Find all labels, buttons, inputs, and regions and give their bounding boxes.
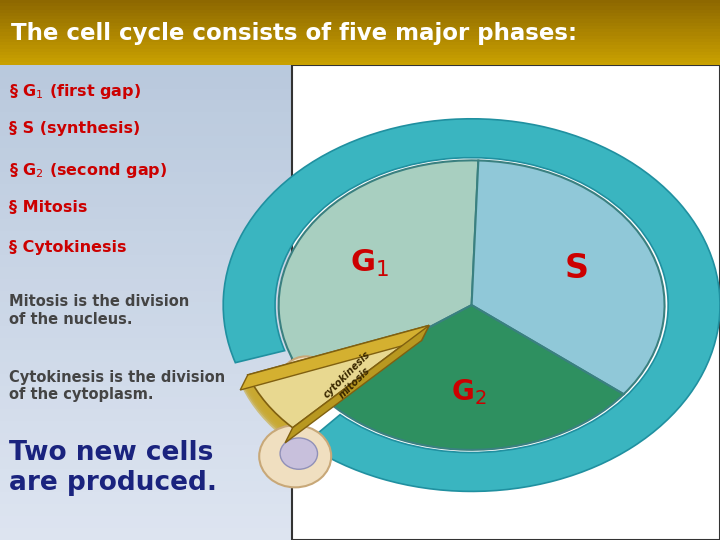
Bar — [0, 124, 292, 136]
Wedge shape — [243, 334, 425, 436]
Text: Two new cells
are produced.: Two new cells are produced. — [9, 440, 217, 496]
Bar — [0, 136, 292, 148]
Text: cytokinesis
mitosis: cytokinesis mitosis — [321, 350, 380, 409]
Bar — [0, 100, 292, 112]
Bar — [0, 291, 292, 302]
Bar — [0, 492, 292, 504]
Bar — [0, 362, 292, 374]
Bar — [0, 36, 720, 39]
Bar — [0, 148, 292, 160]
Bar — [0, 19, 720, 23]
Text: § G$_{2}$ (second gap): § G$_{2}$ (second gap) — [9, 161, 167, 180]
Bar — [0, 231, 292, 243]
Bar — [0, 279, 292, 291]
Bar — [0, 39, 720, 42]
Bar — [0, 184, 292, 195]
Wedge shape — [223, 119, 720, 491]
Bar — [0, 112, 292, 124]
Bar — [0, 374, 292, 386]
Text: § Mitosis: § Mitosis — [9, 200, 87, 215]
Bar — [0, 207, 292, 219]
Bar — [0, 160, 292, 172]
Text: § S (synthesis): § S (synthesis) — [9, 122, 140, 137]
Bar — [0, 409, 292, 421]
Bar — [0, 195, 292, 207]
Bar — [0, 172, 292, 184]
Bar — [0, 10, 720, 13]
Bar — [0, 516, 292, 528]
Bar — [0, 6, 720, 10]
Wedge shape — [243, 336, 424, 438]
Bar — [0, 0, 720, 3]
Text: G$_1$: G$_1$ — [351, 248, 390, 279]
Wedge shape — [244, 332, 426, 435]
Bar — [0, 386, 292, 397]
Bar — [0, 42, 720, 45]
Bar — [0, 243, 292, 255]
Bar — [0, 421, 292, 433]
Bar — [0, 326, 292, 338]
Bar — [0, 13, 720, 16]
Bar — [292, 65, 720, 540]
Bar — [0, 62, 720, 65]
Bar — [0, 302, 292, 314]
Wedge shape — [248, 326, 429, 428]
Bar — [0, 481, 292, 492]
Bar — [0, 445, 292, 457]
Wedge shape — [242, 338, 423, 440]
Bar — [0, 457, 292, 469]
Bar — [0, 32, 720, 36]
Bar — [0, 89, 292, 100]
Bar — [0, 338, 292, 350]
Text: The cell cycle consists of five major phases:: The cell cycle consists of five major ph… — [11, 22, 577, 45]
Bar — [0, 433, 292, 445]
Bar — [0, 49, 720, 52]
Wedge shape — [279, 160, 478, 388]
Wedge shape — [246, 330, 426, 433]
Text: § G$_{1}$ (first gap): § G$_{1}$ (first gap) — [9, 82, 140, 101]
Ellipse shape — [280, 356, 332, 405]
Text: S: S — [564, 252, 588, 285]
Polygon shape — [240, 326, 429, 390]
Bar — [0, 267, 292, 279]
Ellipse shape — [259, 426, 331, 487]
Ellipse shape — [280, 438, 318, 469]
Wedge shape — [246, 329, 428, 431]
Wedge shape — [472, 160, 665, 394]
Bar — [0, 29, 720, 32]
Text: G$_2$: G$_2$ — [451, 377, 486, 407]
Bar — [0, 26, 720, 29]
Wedge shape — [313, 305, 624, 450]
Text: Cytokinesis is the division
of the cytoplasm.: Cytokinesis is the division of the cytop… — [9, 370, 225, 402]
Bar — [0, 23, 720, 26]
Text: § Cytokinesis: § Cytokinesis — [9, 240, 126, 255]
Bar — [0, 52, 720, 55]
Bar — [0, 16, 720, 19]
Bar — [0, 397, 292, 409]
Wedge shape — [247, 327, 428, 429]
Bar — [0, 504, 292, 516]
Bar — [0, 58, 720, 62]
Ellipse shape — [295, 366, 323, 390]
Wedge shape — [248, 326, 429, 428]
Polygon shape — [285, 326, 429, 443]
Bar — [0, 528, 292, 540]
Bar — [0, 77, 292, 89]
Bar — [0, 469, 292, 481]
Bar — [0, 55, 720, 58]
Text: Mitosis is the division
of the nucleus.: Mitosis is the division of the nucleus. — [9, 294, 189, 327]
Bar — [0, 350, 292, 362]
Bar — [0, 255, 292, 267]
Bar — [0, 45, 720, 49]
Bar — [0, 65, 292, 77]
Bar — [0, 219, 292, 231]
Bar — [0, 314, 292, 326]
Bar — [0, 3, 720, 6]
